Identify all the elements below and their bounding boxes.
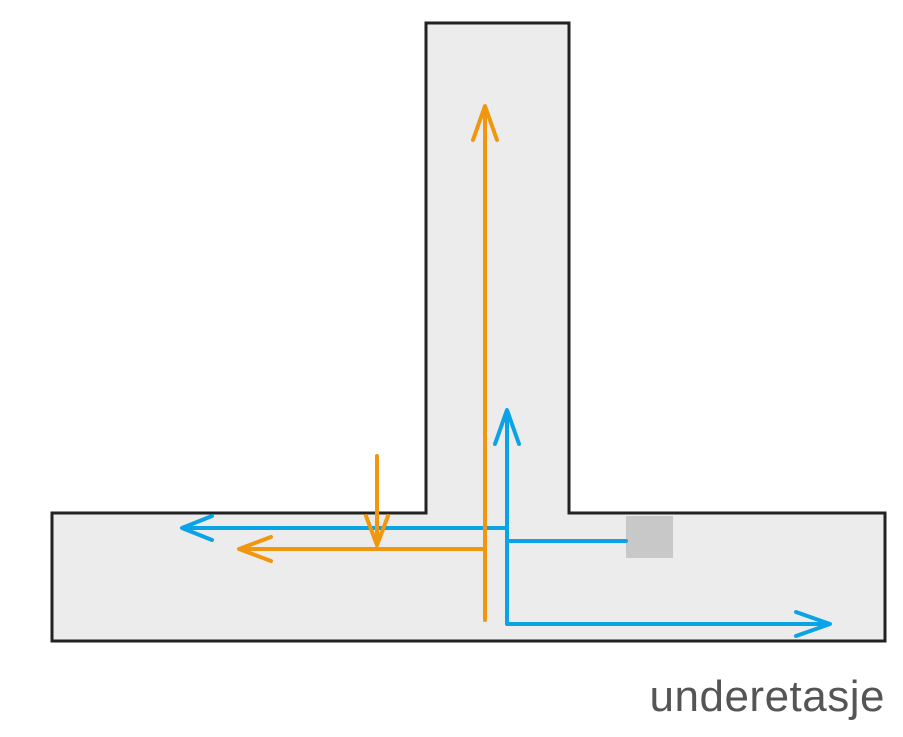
orange-route-down-arrowhead bbox=[364, 514, 390, 547]
orange-route-left-arrowhead bbox=[237, 535, 273, 563]
corridor-outline bbox=[50, 21, 887, 643]
orange-route bbox=[237, 104, 499, 622]
blue-route-right-arrowhead bbox=[794, 610, 832, 638]
orange-route-up-arrowhead bbox=[471, 104, 499, 142]
blue-route-left-arrowhead bbox=[180, 514, 214, 542]
blue-route-right-leg bbox=[505, 539, 828, 626]
location-marker bbox=[626, 516, 673, 558]
blue-route-up-arrowhead bbox=[493, 408, 521, 446]
floor-label: underetasje bbox=[649, 672, 885, 721]
blue-route bbox=[180, 408, 832, 638]
